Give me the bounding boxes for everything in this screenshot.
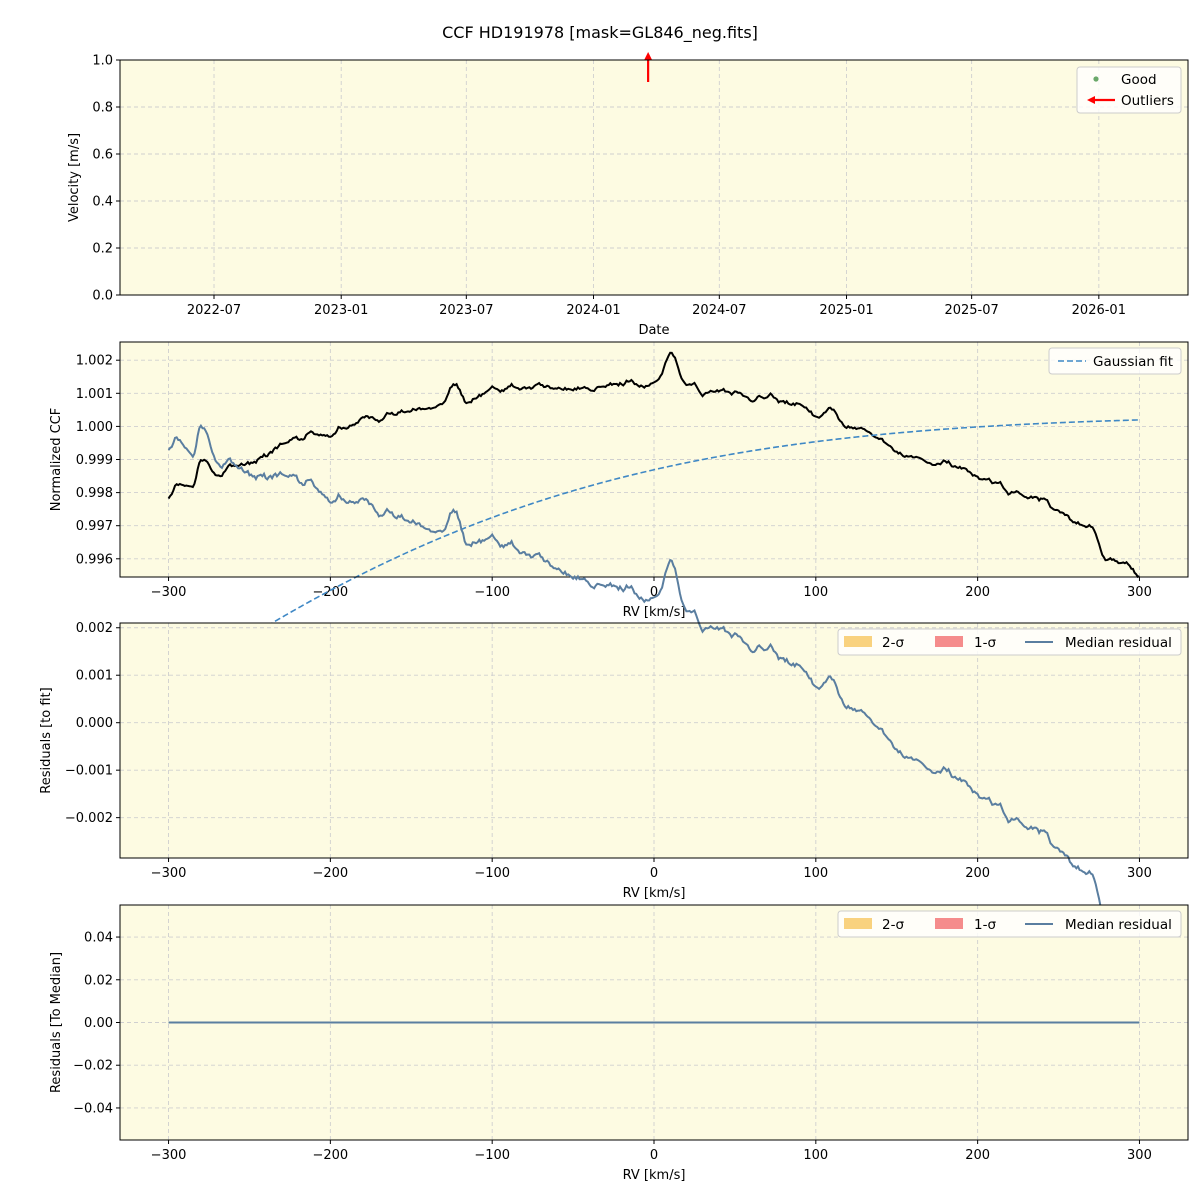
residuals-fit-panel: −300 −200 −100 0 100 200 300 −0.002 −0.001 0.000 0… xyxy=(39,423,1189,950)
x-tick-label: 2026-01 xyxy=(1072,303,1126,318)
y-tick-label: 0.0 xyxy=(92,289,113,304)
x-tick-label: 300 xyxy=(1127,866,1152,881)
x-tick-label: 2024-01 xyxy=(566,303,620,318)
legend-median-label: Median residual xyxy=(1065,917,1172,933)
plot-border xyxy=(119,341,1189,578)
residuals-median-panel: −300 −200 −100 0 100 200 300 −0.04 −0.02 0.00 0.02… xyxy=(49,904,1189,1183)
y-tick-label: 0.4 xyxy=(92,195,113,210)
plot-area xyxy=(120,60,1188,295)
legend-box xyxy=(837,910,1182,938)
y-tick-label: 0.02 xyxy=(84,973,113,988)
legend-two-sigma-label: 2-σ xyxy=(882,917,904,933)
x-tick-label: 2025-01 xyxy=(819,303,873,318)
y-tick-label: 1.001 xyxy=(76,387,113,402)
legend-outlier-label: Outliers xyxy=(1121,93,1174,109)
x-tick-label: 200 xyxy=(965,585,990,600)
plot-border xyxy=(119,622,1189,859)
plot-border xyxy=(119,904,1189,1141)
y-axis-label: Residuals [to fit] xyxy=(39,687,54,793)
velocity-panel: 2022-07 2023-01 2023-07 2024-01 2024-07 2025-… xyxy=(67,52,1189,338)
outlier-arrow-head xyxy=(644,52,653,60)
legend-one-sigma-label: 1-σ xyxy=(974,635,996,651)
y-axis-label: Residuals [To Median] xyxy=(49,952,64,1093)
figure-title: CCF HD191978 [mask=GL846_neg.fits] xyxy=(442,23,758,43)
x-axis-label: RV [km/s] xyxy=(623,605,686,620)
x-tick-label: −200 xyxy=(313,1148,349,1163)
y-tick-label: −0.001 xyxy=(65,764,113,779)
legend-box xyxy=(1076,66,1182,114)
x-tick-label: −100 xyxy=(474,1148,510,1163)
x-tick-label: 200 xyxy=(965,1148,990,1163)
y-tick-label: 0.04 xyxy=(84,931,113,946)
legend-box xyxy=(1048,347,1182,375)
legend-median-label: Median residual xyxy=(1065,635,1172,651)
ccf-panel: −300 −200 −100 0 100 200 300 0.996 0.997 0.998 0.9… xyxy=(49,341,1189,690)
legend-gaussian-label: Gaussian fit xyxy=(1093,354,1173,370)
legend-good-marker xyxy=(1093,76,1099,82)
y-tick-label: 0.998 xyxy=(76,486,113,501)
x-tick-label: 200 xyxy=(965,866,990,881)
x-axis-label: RV [km/s] xyxy=(623,1168,686,1183)
y-tick-label: 0.997 xyxy=(76,519,113,534)
legend-two-sigma-swatch xyxy=(844,918,872,929)
legend-one-sigma-label: 1-σ xyxy=(974,917,996,933)
x-tick-label: −300 xyxy=(151,866,187,881)
y-axis-label: Velocity [m/s] xyxy=(67,133,82,222)
y-tick-label: 0.000 xyxy=(76,716,113,731)
x-tick-label: 300 xyxy=(1127,1148,1152,1163)
y-tick-label: 0.996 xyxy=(76,552,113,567)
y-tick-label: −0.04 xyxy=(73,1101,113,1116)
legend-good-label: Good xyxy=(1121,72,1157,88)
median-residual-line xyxy=(167,423,1140,950)
x-tick-label: −200 xyxy=(313,866,349,881)
y-tick-label: 0.001 xyxy=(76,669,113,684)
legend-one-sigma-swatch xyxy=(935,918,963,929)
legend-outlier-arrow-head xyxy=(1087,96,1095,104)
x-tick-label: −300 xyxy=(151,585,187,600)
plot-area xyxy=(120,623,1188,858)
y-tick-label: 0.8 xyxy=(92,101,113,116)
ccf-line xyxy=(167,351,1140,579)
legend-box xyxy=(837,628,1182,656)
x-tick-label: 0 xyxy=(650,866,658,881)
x-tick-label: 2023-01 xyxy=(314,303,368,318)
x-tick-label: 2023-07 xyxy=(439,303,493,318)
y-tick-label: 1.0 xyxy=(92,54,113,69)
y-tick-label: 0.6 xyxy=(92,148,113,163)
x-tick-label: 100 xyxy=(803,866,828,881)
outlier-arrow xyxy=(644,52,653,82)
legend-two-sigma-label: 2-σ xyxy=(882,635,904,651)
x-tick-label: −200 xyxy=(313,585,349,600)
y-tick-label: −0.002 xyxy=(65,811,113,826)
legend-two-sigma-swatch xyxy=(844,636,872,647)
x-tick-label: 100 xyxy=(803,1148,828,1163)
y-tick-label: 1.000 xyxy=(76,420,113,435)
y-tick-label: 0.2 xyxy=(92,242,113,257)
gaussian-fit-line xyxy=(168,419,1140,690)
y-tick-label: −0.02 xyxy=(73,1059,113,1074)
y-tick-label: 1.002 xyxy=(76,354,113,369)
y-tick-label: 0.00 xyxy=(84,1016,113,1031)
x-tick-label: 0 xyxy=(650,1148,658,1163)
x-tick-label: −300 xyxy=(151,1148,187,1163)
x-tick-label: −100 xyxy=(474,585,510,600)
plot-border xyxy=(119,59,1189,296)
x-tick-label: 2022-07 xyxy=(187,303,241,318)
y-axis-label: Normalized CCF xyxy=(49,408,64,512)
x-tick-label: 2024-07 xyxy=(692,303,746,318)
y-tick-label: 0.002 xyxy=(76,621,113,636)
x-axis-label: Date xyxy=(638,323,669,338)
legend-one-sigma-swatch xyxy=(935,636,963,647)
x-tick-label: 300 xyxy=(1127,585,1152,600)
x-tick-label: −100 xyxy=(474,866,510,881)
x-tick-label: 0 xyxy=(650,585,658,600)
x-tick-label: 2025-07 xyxy=(944,303,998,318)
y-tick-label: 0.999 xyxy=(76,453,113,468)
x-tick-label: 100 xyxy=(803,585,828,600)
x-axis-label: RV [km/s] xyxy=(623,886,686,901)
